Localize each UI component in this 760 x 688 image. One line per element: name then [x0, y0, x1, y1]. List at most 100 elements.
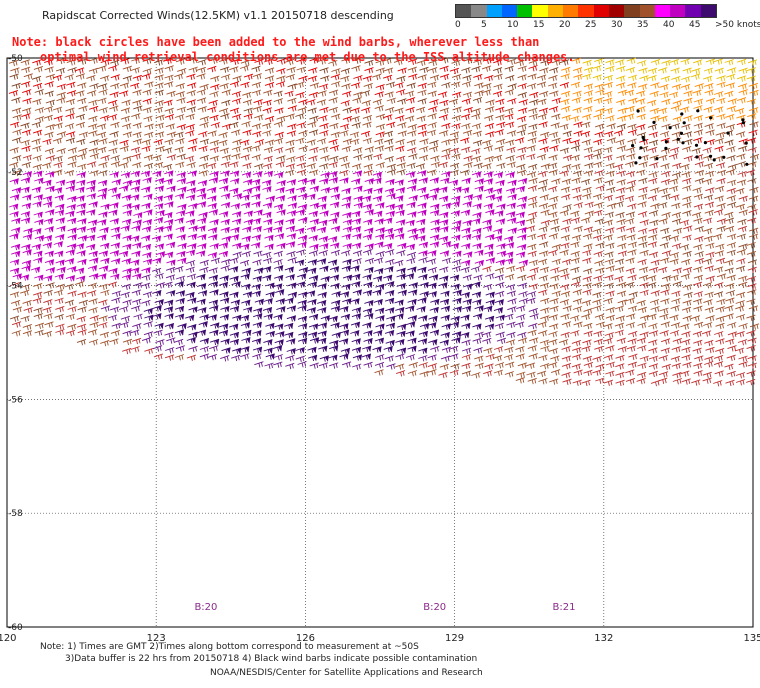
wind-barb [309, 82, 320, 89]
wind-barb [736, 179, 747, 186]
wind-barb [681, 354, 691, 361]
wind-barb [207, 353, 217, 361]
wind-barb [671, 362, 681, 370]
wind-barb-flag [169, 170, 174, 177]
wind-barb [495, 114, 505, 121]
wind-barb [625, 322, 636, 329]
wind-barb-flag [245, 194, 250, 201]
wind-barb [22, 107, 32, 114]
wind-barb-flag [455, 316, 460, 323]
wind-barb [746, 370, 756, 377]
wind-barb-flag [267, 186, 272, 193]
wind-barb-flag [289, 332, 294, 339]
wind-barb [616, 123, 627, 130]
wind-barb-flag [237, 243, 242, 250]
wind-barb-flag [333, 177, 338, 184]
wind-barb-flag [61, 267, 66, 274]
wind-barb-flag [270, 196, 275, 203]
wind-barb [352, 97, 362, 104]
wind-barb-flag [26, 177, 31, 184]
wind-barb-flag [399, 299, 404, 306]
wind-barb [110, 59, 120, 67]
wind-barb [615, 139, 625, 146]
wind-barb [375, 59, 385, 66]
wind-barb [738, 195, 748, 202]
wind-barb-flag [520, 212, 525, 219]
wind-barb [231, 146, 242, 153]
wind-barb-flag [511, 211, 516, 218]
wind-barb [603, 154, 613, 161]
wind-barb [726, 187, 736, 195]
wind-barb-flag [39, 219, 44, 226]
wind-barb [340, 67, 351, 75]
wind-barb-flag [27, 249, 32, 256]
wind-barb [746, 67, 756, 74]
wind-barb [528, 259, 539, 266]
wind-barb [175, 82, 185, 90]
wind-barb [89, 139, 99, 146]
wind-barb [526, 274, 537, 281]
wind-barb [517, 362, 527, 369]
legend-swatch [547, 5, 564, 17]
wind-barb [386, 121, 396, 129]
wind-barb [131, 153, 142, 160]
wind-barb [625, 170, 636, 178]
wind-barb [373, 257, 384, 264]
wind-barb [704, 291, 714, 298]
wind-barb [668, 91, 679, 98]
wind-barb-flag [80, 243, 84, 250]
wind-barb-flag [290, 226, 295, 233]
wind-barb-flag [256, 284, 261, 291]
wind-barb [648, 234, 658, 241]
wind-barb [592, 228, 602, 235]
wind-barb-flag [522, 234, 527, 241]
wind-barb [153, 329, 163, 336]
wind-barb-flag [169, 219, 174, 226]
wind-barb [724, 139, 734, 146]
wind-barb [407, 147, 417, 154]
wind-barb [537, 258, 548, 266]
wind-barb [561, 258, 572, 266]
wind-barb [714, 155, 724, 162]
wind-barb [551, 178, 561, 185]
wind-barb [627, 361, 638, 368]
wind-barb-flag [71, 204, 76, 211]
wind-barb [704, 123, 714, 130]
wind-barb [572, 170, 583, 177]
wind-barb [449, 147, 460, 154]
wind-barb [658, 115, 668, 122]
wind-barb [714, 67, 724, 74]
wind-barb [582, 275, 592, 283]
wind-barb [209, 114, 219, 122]
wind-barb [605, 170, 615, 177]
wind-barb [593, 161, 603, 168]
wind-barb [493, 346, 504, 353]
wind-barb [560, 313, 570, 320]
wind-barb-flag [225, 306, 230, 313]
wind-barb-flag [511, 188, 516, 194]
wind-barb [209, 146, 220, 153]
wind-barb-flag [16, 244, 21, 251]
wind-barb [548, 249, 558, 257]
wind-barb [705, 346, 715, 354]
wind-barb-flag [234, 266, 239, 273]
wind-barb-flag [455, 284, 460, 290]
wind-barb [625, 161, 635, 168]
wind-barb-flag [212, 314, 217, 321]
wind-barb [45, 123, 55, 131]
wind-barb [155, 145, 165, 153]
wind-barb [539, 67, 549, 74]
wind-barb [637, 60, 647, 67]
wind-barb [252, 353, 262, 360]
wind-barb [448, 98, 459, 105]
wind-barb-flag [357, 170, 362, 177]
wind-barb [639, 75, 649, 82]
wind-barb [78, 147, 88, 155]
wind-barb [164, 354, 175, 361]
wind-barb [539, 146, 549, 153]
wind-barb-flag [58, 241, 63, 248]
wind-barb [287, 257, 297, 264]
wind-barb [658, 266, 668, 274]
wind-barb [9, 315, 20, 322]
wind-barb [604, 354, 614, 361]
